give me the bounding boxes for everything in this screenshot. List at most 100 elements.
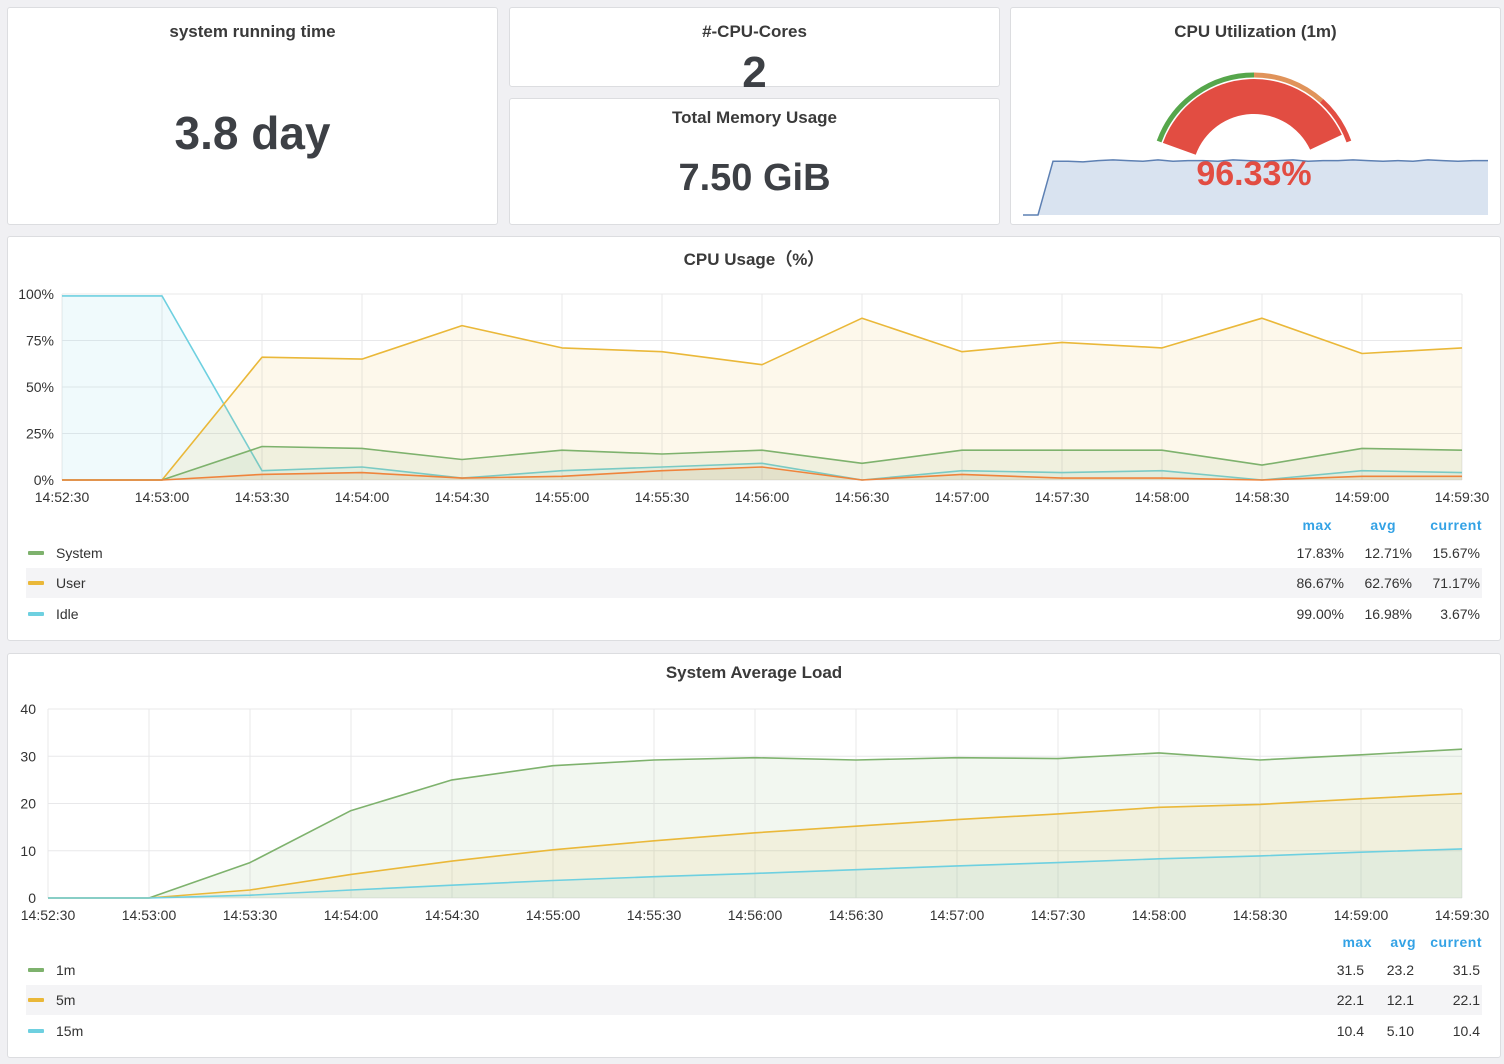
legend-current: 22.1: [1452, 992, 1480, 1008]
y-tick-label: 40: [20, 701, 36, 717]
legend-max: 99.00%: [1296, 606, 1344, 622]
legend-head-avg[interactable]: avg: [1390, 934, 1416, 950]
legend-row-5m[interactable]: 5m 22.1 12.1 22.1: [26, 985, 1482, 1015]
x-tick-label: 14:58:00: [1132, 907, 1187, 923]
legend-current: 3.67%: [1440, 606, 1480, 622]
legend-row-idle[interactable]: Idle 99.00% 16.98% 3.67%: [26, 599, 1482, 629]
legend-head-avg[interactable]: avg: [1370, 517, 1396, 533]
legend-head-current[interactable]: current: [1430, 517, 1482, 533]
series-area-iowait: [62, 467, 1462, 480]
legend-max: 17.83%: [1296, 545, 1344, 561]
gauge-sparkline-area: [1023, 159, 1488, 215]
x-tick-label: 14:54:00: [324, 907, 379, 923]
gauge-value-text: 96.33%: [1196, 155, 1311, 193]
x-tick-label: 14:57:00: [930, 907, 985, 923]
legend-swatch: [28, 1029, 44, 1033]
legend-series-name: User: [56, 575, 86, 591]
load-panel: System Average Load 0 10 20 30 40 14:52:30 14:…: [7, 653, 1501, 1058]
y-tick-label: 25%: [26, 426, 54, 442]
legend-avg: 62.76%: [1364, 575, 1412, 591]
x-tick-label: 14:54:00: [335, 489, 390, 505]
x-tick-label: 14:55:00: [535, 489, 590, 505]
gauge-threshold-red: [1319, 99, 1352, 143]
load-title[interactable]: System Average Load: [665, 663, 843, 682]
cpu-gauge-svg: 96.33%: [1023, 72, 1488, 216]
legend-row-15m[interactable]: 15m 10.4 5.10 10.4: [26, 1016, 1482, 1046]
x-tick-label: 14:58:30: [1233, 907, 1288, 923]
legend-current: 15.67%: [1432, 545, 1480, 561]
cpu-usage-title[interactable]: CPU Usage（%）: [683, 250, 825, 269]
legend-avg: 5.10: [1386, 1023, 1414, 1039]
x-tick-label: 14:57:30: [1035, 489, 1090, 505]
legend-head-max[interactable]: max: [1302, 517, 1332, 533]
memory-panel: Total Memory Usage 7.50 GiB: [509, 98, 1000, 225]
series-area-system: [62, 446, 1462, 480]
uptime-title[interactable]: system running time: [169, 22, 336, 41]
legend-avg: 12.71%: [1364, 545, 1412, 561]
x-tick-label: 14:54:30: [425, 907, 480, 923]
legend-swatch: [28, 551, 44, 555]
legend-swatch: [28, 998, 44, 1002]
y-tick-label: 20: [20, 796, 36, 812]
x-tick-label: 14:57:30: [1031, 907, 1086, 923]
legend-row-1m[interactable]: 1m 31.5 23.2 31.5: [26, 955, 1482, 985]
load-chart: 0 10 20 30 40 14:52:30 14:53:00 14:53:30 14:54:0…: [20, 701, 1490, 923]
x-tick-label: 14:58:30: [1235, 489, 1290, 505]
legend-avg: 12.1: [1386, 992, 1414, 1008]
x-tick-label: 14:55:00: [526, 907, 581, 923]
memory-title[interactable]: Total Memory Usage: [671, 108, 837, 127]
x-tick-label: 14:53:30: [235, 489, 290, 505]
legend-avg: 23.2: [1386, 962, 1414, 978]
legend-max: 10.4: [1336, 1023, 1364, 1039]
cpu-gauge-panel: CPU Utilization (1m) 96.33%: [1010, 7, 1501, 225]
y-tick-label: 50%: [26, 379, 54, 395]
legend-row-system[interactable]: System 17.83% 12.71% 15.67%: [26, 538, 1482, 568]
x-tick-label: 14:53:00: [122, 907, 177, 923]
gauge-threshold-green: [1156, 72, 1255, 143]
uptime-panel: system running time 3.8 day: [7, 7, 498, 225]
legend-current: 10.4: [1452, 1023, 1480, 1039]
gauge-value-arc: [1162, 79, 1342, 155]
load-legend: max avg current 1m 31.5 23.2 31.5 5m 22.…: [26, 934, 1482, 1044]
legend-max: 22.1: [1336, 992, 1364, 1008]
y-tick-label: 75%: [26, 333, 54, 349]
legend-series-name: 15m: [56, 1023, 84, 1039]
cpu-usage-chart: 0% 25% 50% 75% 100% 14:52:30 14:53:00 14:53:30 1…: [18, 286, 1490, 505]
gauge-sparkline-line: [1023, 159, 1488, 216]
x-tick-label: 14:59:30: [1435, 489, 1490, 505]
legend-series-name: System: [56, 545, 103, 561]
series-area-5m: [48, 793, 1462, 898]
cpu-cores-title[interactable]: #-CPU-Cores: [702, 22, 807, 41]
y-tick-label: 0%: [34, 472, 54, 488]
x-tick-label: 14:53:00: [135, 489, 190, 505]
legend-current: 71.17%: [1432, 575, 1480, 591]
cpu-usage-panel: CPU Usage（%） 0% 25% 50% 75% 100% 14:52:30 14:5…: [7, 236, 1501, 641]
legend-swatch: [28, 968, 44, 972]
legend-head-max[interactable]: max: [1342, 934, 1372, 950]
cpu-usage-legend: max avg current System 17.83% 12.71% 15.…: [26, 517, 1482, 627]
x-tick-label: 14:59:00: [1335, 489, 1390, 505]
x-tick-label: 14:59:30: [1435, 907, 1490, 923]
legend-head-current[interactable]: current: [1430, 934, 1482, 950]
y-tick-label: 100%: [18, 286, 54, 302]
x-tick-label: 14:54:30: [435, 489, 490, 505]
legend-series-name: Idle: [56, 606, 79, 622]
x-tick-label: 14:57:00: [935, 489, 990, 505]
legend-max: 31.5: [1336, 962, 1364, 978]
x-tick-label: 14:59:00: [1334, 907, 1389, 923]
x-tick-label: 14:53:30: [223, 907, 278, 923]
legend-swatch: [28, 612, 44, 616]
y-tick-label: 0: [28, 890, 36, 906]
x-tick-label: 14:58:00: [1135, 489, 1190, 505]
x-tick-label: 14:55:30: [627, 907, 682, 923]
uptime-value: 3.8 day: [174, 107, 331, 159]
x-tick-label: 14:56:00: [728, 907, 783, 923]
series-area-idle: [62, 295, 1462, 480]
legend-row-user[interactable]: User 86.67% 62.76% 71.17%: [26, 568, 1482, 598]
load-legend-header: max avg current: [1182, 934, 1482, 956]
cpu-gauge-title[interactable]: CPU Utilization (1m): [1174, 22, 1337, 41]
x-tick-label: 14:56:30: [829, 907, 884, 923]
legend-avg: 16.98%: [1364, 606, 1412, 622]
x-tick-label: 14:56:30: [835, 489, 890, 505]
y-tick-label: 10: [20, 843, 36, 859]
